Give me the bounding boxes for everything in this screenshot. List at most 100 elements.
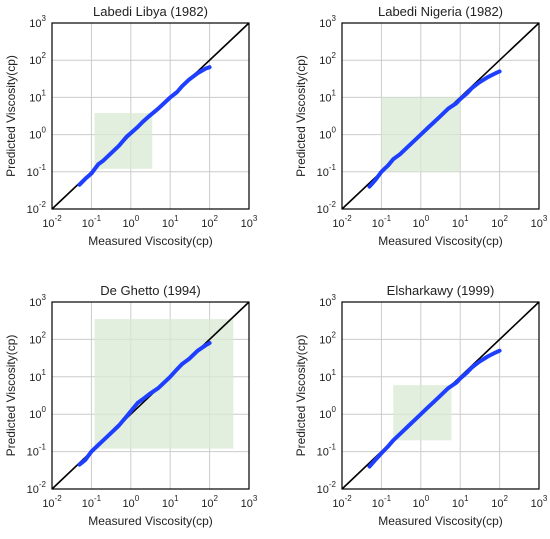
x-tick-label: 10-2 [332, 214, 352, 230]
y-tick-label: 103 [319, 14, 336, 30]
x-tick-label: 100 [122, 214, 139, 230]
x-tick-label: 102 [491, 494, 508, 510]
x-tick-label: 101 [162, 494, 179, 510]
data-point [498, 349, 502, 353]
data-point [379, 170, 383, 174]
data-point [108, 432, 112, 436]
chart-panel-1: 10-2 10-1 100 101 102 103 10-2 10-1 100 101 102 103… [4, 4, 258, 248]
y-tick-label: 103 [29, 293, 46, 309]
x-tick-label: 101 [452, 494, 469, 510]
y-tick-label: 101 [319, 368, 336, 384]
x-axis-label: Measured Viscosity(cp) [88, 234, 213, 248]
data-point [407, 423, 411, 428]
data-point [141, 397, 145, 401]
data-point [419, 133, 423, 137]
data-point [379, 451, 383, 455]
data-point [431, 121, 435, 126]
x-tick-label: 10-1 [372, 494, 392, 510]
data-point [125, 414, 129, 418]
y-tick-label: 103 [29, 14, 46, 30]
y-tick-label: 100 [319, 405, 336, 421]
data-point [458, 97, 462, 101]
y-tick-label: 100 [29, 405, 46, 421]
data-point [180, 362, 184, 366]
x-tick-label: 102 [491, 214, 508, 230]
data-point [164, 99, 168, 103]
chart-title: Elsharkawy (1999) [387, 283, 495, 298]
data-point [147, 114, 152, 118]
plot-frame [51, 22, 250, 210]
data-point [168, 375, 172, 379]
data-point [477, 80, 481, 85]
data-point [373, 178, 377, 182]
data-point [180, 84, 184, 88]
y-tick-label: 10-2 [317, 200, 337, 216]
data-point [470, 86, 474, 90]
y-tick-label: 10-2 [27, 200, 47, 216]
data-point [101, 438, 105, 442]
data-point [96, 443, 100, 447]
data-point [77, 183, 82, 187]
data-point [465, 370, 469, 375]
x-tick-label: 102 [201, 214, 218, 230]
x-tick-label: 103 [531, 214, 548, 230]
y-tick-label: 101 [29, 368, 46, 384]
data-point [89, 171, 93, 176]
data-point [419, 412, 423, 416]
data-point [196, 349, 200, 353]
data-point [208, 65, 212, 69]
data-point [136, 125, 140, 129]
data-point [391, 157, 395, 161]
data-point [437, 115, 442, 119]
x-axis-label: Measured Viscosity(cp) [378, 514, 503, 528]
data-point [175, 90, 179, 94]
x-tick-label: 101 [452, 214, 469, 230]
y-tick-label: 100 [29, 126, 46, 142]
y-tick-label: 10-1 [27, 163, 47, 179]
data-point [398, 152, 402, 156]
data-point [398, 432, 402, 436]
data-point [415, 136, 419, 140]
data-point [187, 357, 191, 361]
plot-frame [51, 301, 250, 490]
data-point [446, 386, 450, 390]
data-point [391, 438, 395, 442]
x-axis-label: Measured Viscosity(cp) [378, 234, 503, 248]
data-point [168, 95, 172, 99]
data-point [477, 360, 481, 364]
data-point [426, 406, 430, 410]
plot-frame [341, 301, 540, 490]
y-axis-label: Predicted Viscosity(cp) [294, 55, 308, 177]
data-point [204, 66, 208, 71]
y-axis-label: Predicted Viscosity(cp) [4, 335, 18, 457]
data-point [415, 416, 419, 420]
x-tick-label: 10-1 [82, 214, 102, 230]
data-point [129, 131, 133, 135]
data-point [373, 458, 377, 462]
data-point [498, 69, 502, 73]
data-point [454, 101, 458, 105]
data-point [494, 71, 498, 75]
x-tick-label: 103 [241, 494, 258, 510]
data-point [175, 367, 179, 371]
data-point [386, 163, 390, 167]
x-tick-label: 10-1 [372, 214, 392, 230]
data-point [89, 450, 93, 454]
data-point [431, 401, 435, 405]
x-tick-label: 100 [122, 494, 139, 510]
x-tick-label: 103 [241, 214, 258, 230]
data-point [407, 144, 411, 148]
data-point [465, 91, 469, 95]
data-point [141, 120, 145, 124]
data-point [156, 106, 160, 111]
data-point [125, 134, 129, 138]
x-tick-label: 10-2 [332, 494, 352, 510]
data-point [136, 401, 140, 405]
y-tick-label: 10-1 [317, 443, 337, 459]
data-point [208, 341, 212, 345]
chart-panel-2: 10-2 10-1 100 101 102 103 10-2 10-1 100 101 102 103… [294, 4, 548, 248]
y-tick-label: 102 [29, 51, 46, 67]
data-point [129, 409, 133, 413]
x-tick-label: 100 [412, 214, 429, 230]
data-point [446, 106, 450, 111]
